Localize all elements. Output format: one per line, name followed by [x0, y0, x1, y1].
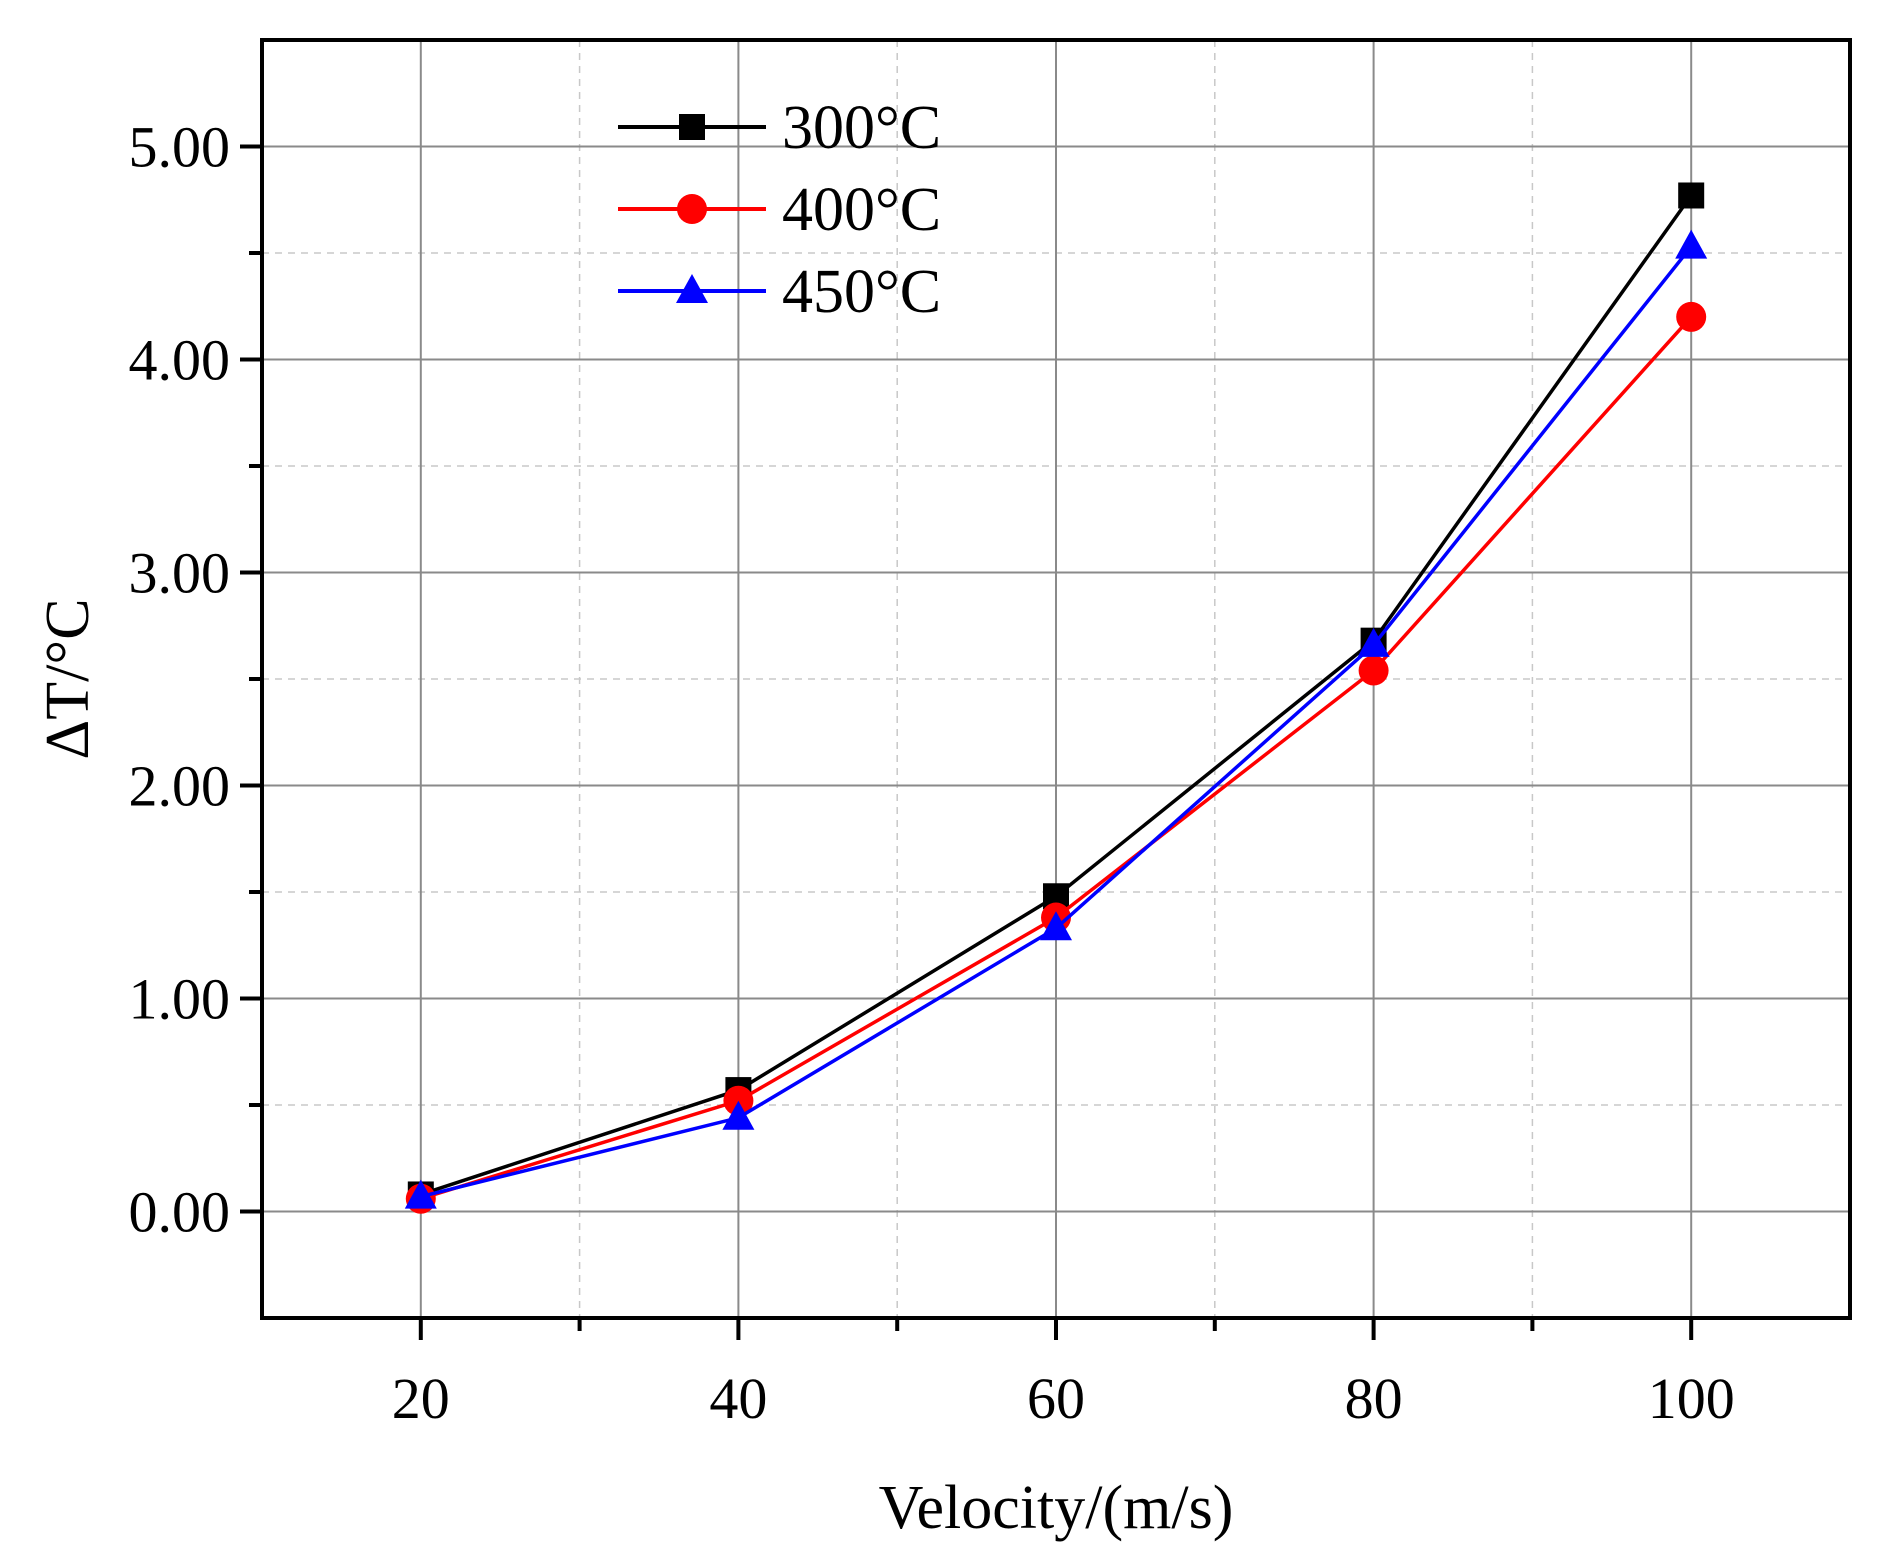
x-tick-label: 40: [709, 1366, 767, 1431]
data-point: [404, 1179, 437, 1209]
x-tick-label: 100: [1648, 1366, 1735, 1431]
data-point: [723, 1085, 754, 1116]
y-tick-label: 5.00: [129, 115, 231, 180]
y-tick-label: 3.00: [129, 541, 231, 606]
y-tick-label: 4.00: [129, 328, 231, 393]
legend-label: 400°C: [782, 176, 941, 244]
y-tick-label: 2.00: [129, 754, 231, 819]
series-2: [404, 229, 1708, 1209]
y-axis-title: ΔT/°C: [34, 598, 102, 759]
data-point: [1675, 229, 1708, 259]
x-tick-label: 60: [1027, 1366, 1085, 1431]
series-group: [404, 182, 1708, 1214]
legend-marker: [676, 274, 708, 303]
legend-label: 450°C: [782, 258, 941, 326]
y-tick-label: 1.00: [129, 967, 231, 1032]
legend-item: 400°C: [618, 176, 941, 244]
data-point: [1358, 655, 1389, 686]
axis-ticks: [240, 144, 1694, 1340]
data-point: [1676, 301, 1707, 332]
legend-label: 300°C: [782, 94, 941, 162]
data-point: [722, 1100, 755, 1130]
legend-item: 450°C: [618, 258, 941, 326]
x-axis-title: Velocity/(m/s): [879, 1474, 1234, 1542]
x-tick-label: 80: [1345, 1366, 1403, 1431]
data-point: [1040, 911, 1072, 941]
tick-labels: 20 40 60 80 100 0.00 1.00 2.00 3.00 4.00 5.00: [129, 115, 1735, 1432]
legend-marker: [679, 114, 705, 140]
data-point: [1678, 182, 1705, 209]
data-point: [1357, 627, 1390, 657]
y-tick-label: 0.00: [129, 1180, 231, 1245]
x-tick-label: 20: [392, 1366, 450, 1431]
legend-item: 300°C: [618, 94, 941, 162]
legend-marker: [677, 194, 707, 224]
legend: 300°C 400°C 450°C: [618, 94, 941, 326]
